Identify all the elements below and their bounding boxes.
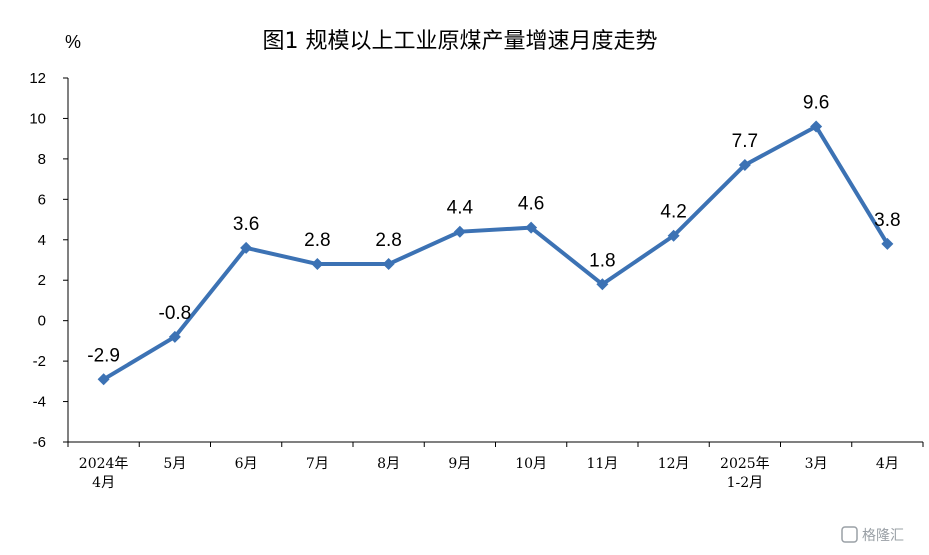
data-label: -2.9: [87, 345, 120, 366]
watermark-text: 格隆汇: [862, 528, 904, 544]
series-markers: [97, 120, 894, 386]
data-point: [168, 330, 181, 343]
chart-title: 图1 规模以上工业原煤产量增速月度走势: [263, 29, 658, 54]
data-label: 3.8: [874, 210, 900, 231]
data-point: [738, 158, 751, 171]
y-tick-label: 4: [38, 232, 46, 249]
data-label: 4.6: [518, 194, 544, 215]
data-label: 3.6: [233, 214, 259, 235]
y-tick-label: 8: [38, 151, 46, 168]
x-tick-label: 3月: [805, 456, 828, 472]
x-tick-label: 5月: [163, 456, 186, 472]
x-tick-label: 10月: [515, 456, 547, 472]
data-point: [240, 241, 253, 254]
data-label: 2.8: [304, 230, 330, 251]
x-tick-label: 2024年 4月: [79, 456, 129, 491]
y-tick-label: 0: [38, 313, 46, 330]
data-label: 4.4: [447, 198, 474, 219]
data-point: [382, 258, 395, 271]
x-tick-label: 9月: [448, 456, 471, 472]
series-line-path: [102, 124, 890, 382]
data-point: [525, 221, 538, 234]
data-label: 7.7: [732, 131, 758, 152]
data-point: [311, 258, 324, 271]
y-axis-ticks: -6 -4 -2 0 2 4 6 8 10 12: [29, 70, 68, 451]
y-axis-unit-label: %: [65, 32, 81, 52]
y-tick-label: 12: [29, 70, 46, 87]
x-tick-label: 4月: [876, 456, 899, 472]
data-label: 9.6: [803, 93, 829, 114]
data-label: 1.8: [589, 250, 615, 271]
y-tick-label: 2: [38, 272, 46, 289]
series-line: [102, 124, 890, 382]
x-tick-label: 11月: [586, 456, 618, 472]
x-tick-label: 12月: [658, 456, 690, 472]
y-tick-label: -6: [33, 434, 46, 451]
data-point: [453, 225, 466, 238]
data-label: -0.8: [159, 303, 192, 324]
data-point: [810, 120, 823, 133]
watermark-logo-icon: [841, 526, 858, 543]
watermark: 格隆汇: [841, 526, 904, 544]
x-tick-label: 8月: [377, 456, 400, 472]
x-tick-label: 7月: [306, 456, 329, 472]
data-label: 2.8: [375, 230, 401, 251]
y-tick-label: -4: [33, 394, 46, 411]
data-point: [667, 229, 680, 242]
data-labels: -2.9 -0.8 3.6 2.8 2.8 4.4 4.6 1.8 4.2 7.7 9.6 3.8: [87, 93, 900, 367]
data-point: [881, 237, 894, 250]
data-point: [97, 373, 110, 386]
x-tick-label: 2025年 1-2月: [720, 456, 770, 491]
data-label: 4.2: [660, 202, 686, 223]
y-tick-label: -2: [33, 353, 46, 370]
y-tick-label: 10: [29, 110, 46, 127]
y-tick-label: 6: [38, 191, 46, 208]
x-axis-ticks: 2024年 4月 5月 6月 7月 8月 9月 10月 11月 12月 2025年 1-2月 3月 4月: [67, 442, 924, 491]
axes: [67, 78, 923, 443]
data-point: [596, 278, 609, 291]
x-tick-label: 6月: [235, 456, 258, 472]
